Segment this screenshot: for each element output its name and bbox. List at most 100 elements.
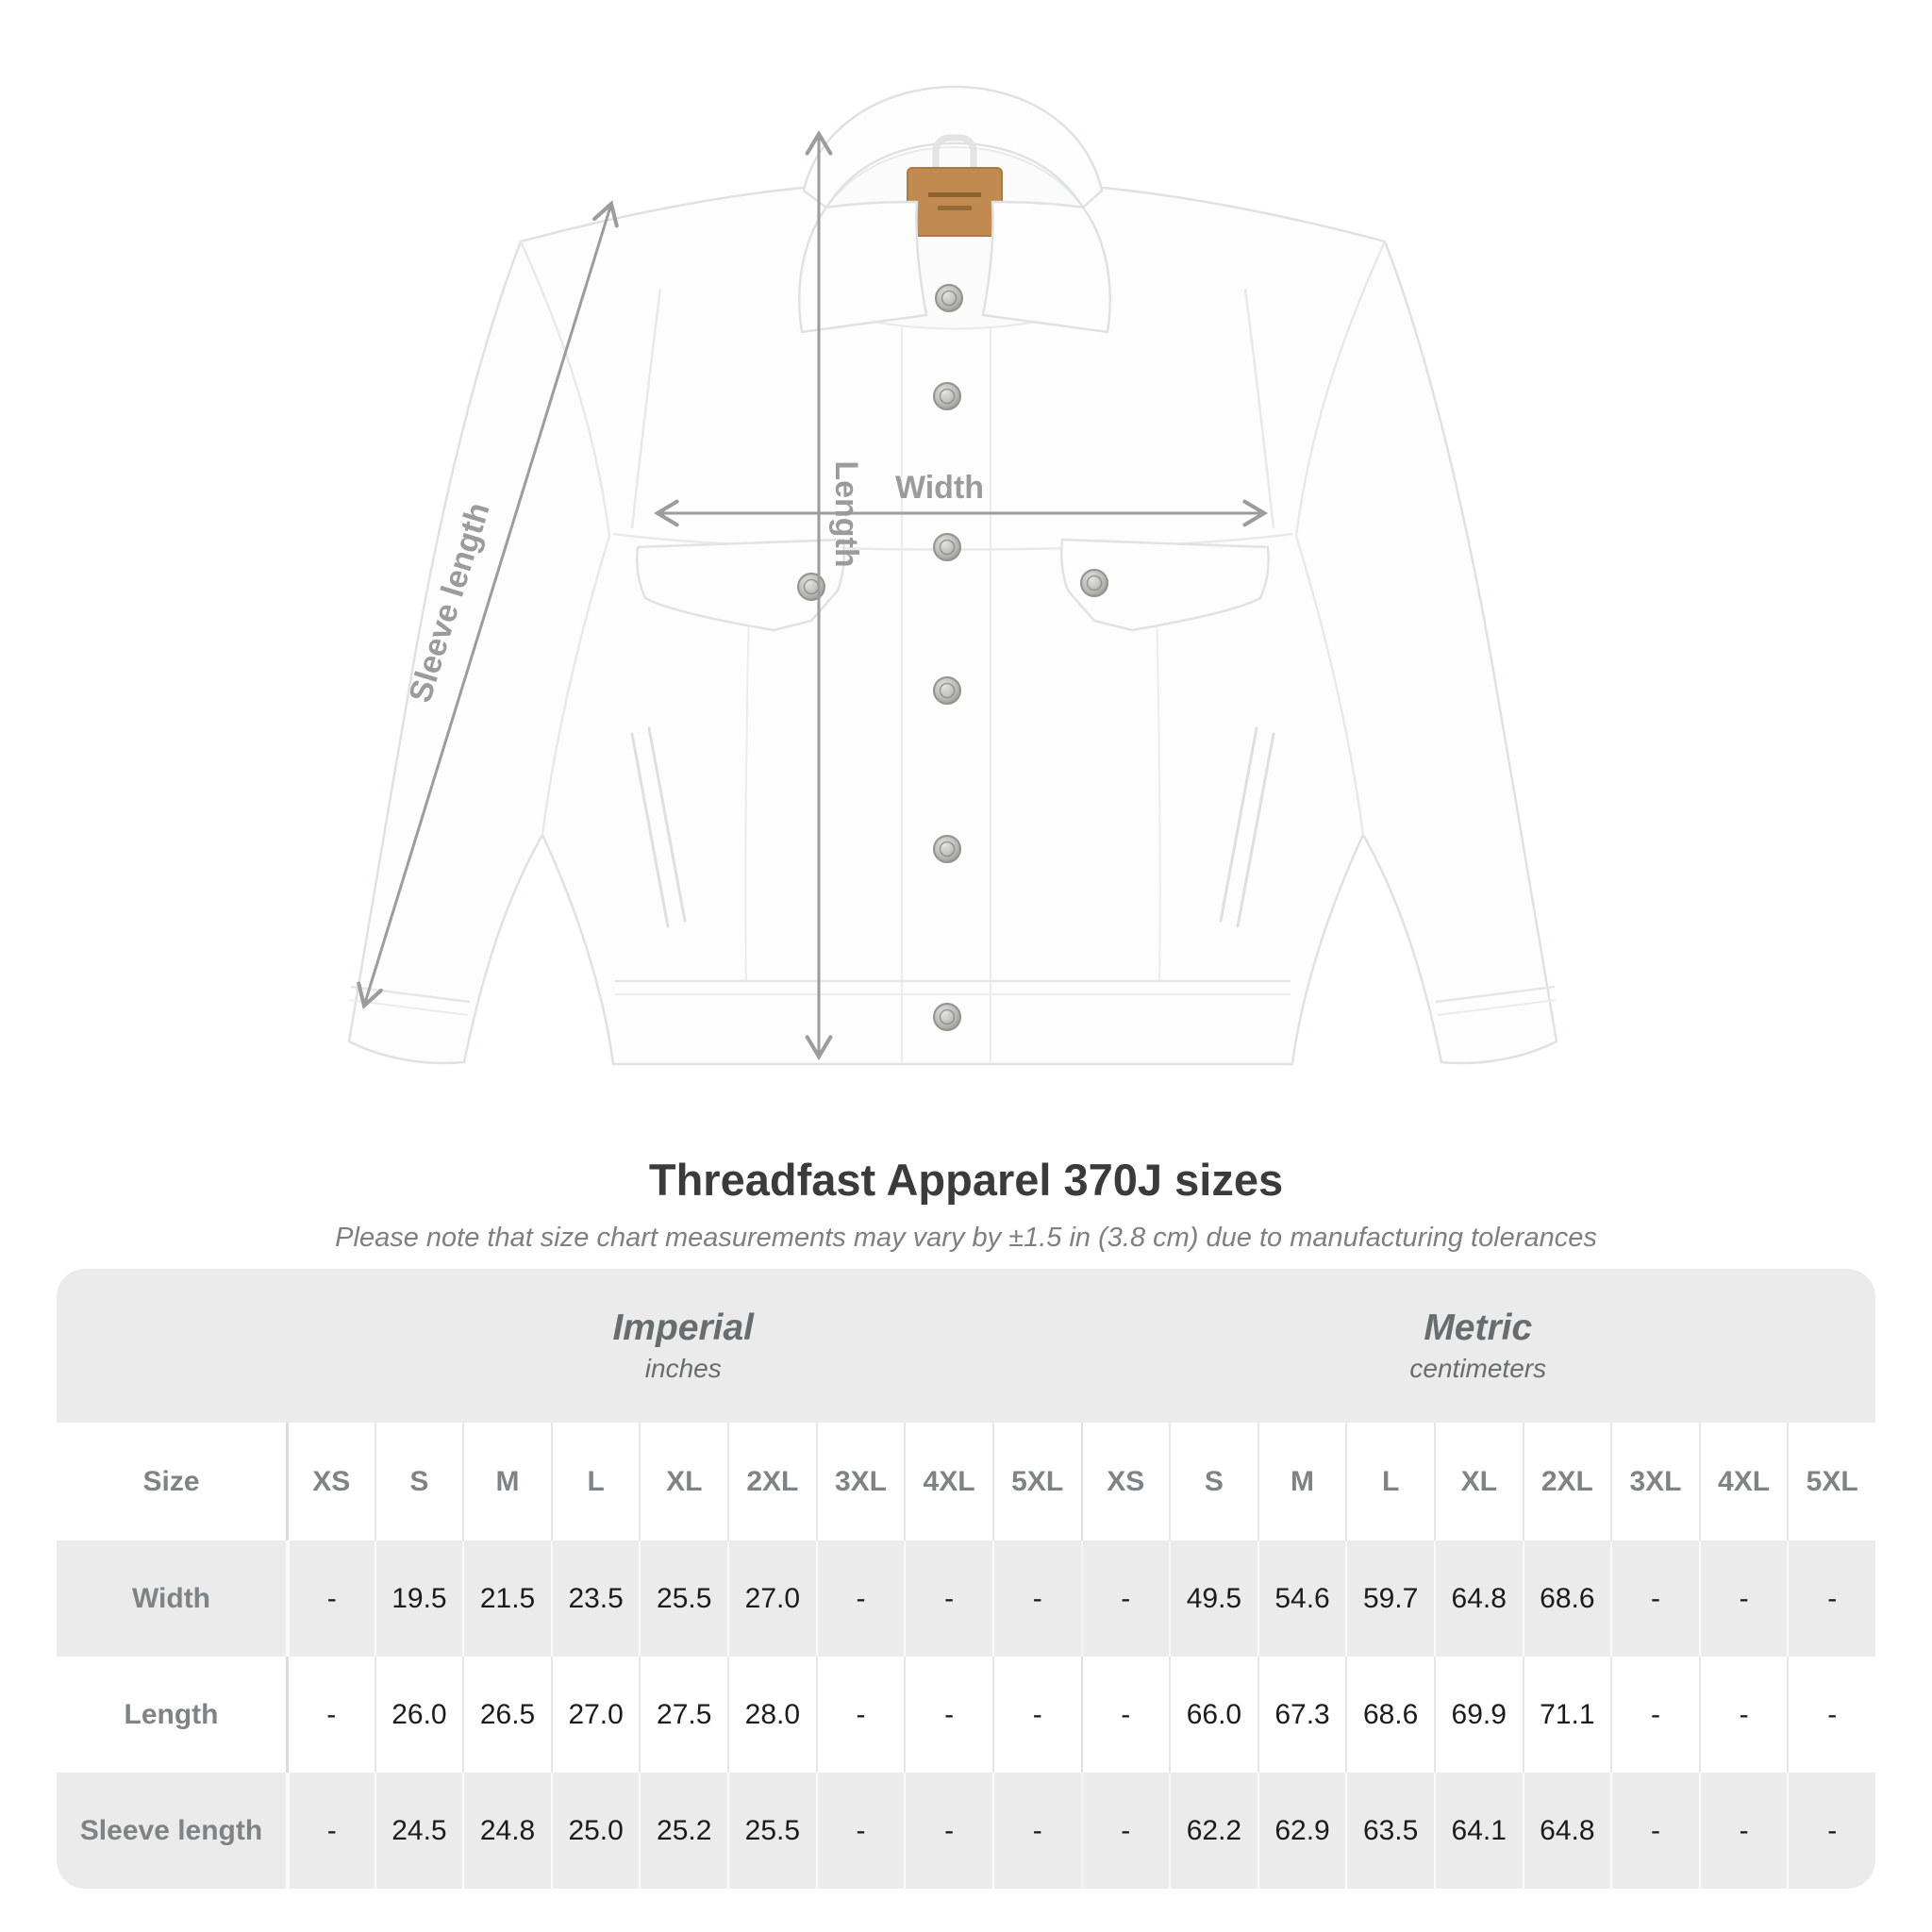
size-value-cell: 49.5 (1169, 1541, 1257, 1657)
size-value-cell: - (1698, 1657, 1788, 1773)
size-value-cell: 21.5 (462, 1541, 551, 1657)
row-label: Length (124, 1698, 219, 1730)
size-value-cell: - (1080, 1541, 1170, 1657)
size-value-cell: 25.5 (639, 1541, 727, 1657)
size-value-cell: - (904, 1657, 992, 1773)
size-table: Imperial inches Metric centimeters Size … (57, 1269, 1875, 1889)
size-value-cell: - (904, 1773, 992, 1889)
size-value-cell: 19.5 (374, 1541, 463, 1657)
table-row: Sleeve length -24.5 24.8 25.0 25.2 25.5- - - -62… (57, 1773, 1875, 1889)
size-value-cell: 71.1 (1522, 1657, 1611, 1773)
size-value-cell: 27.0 (550, 1657, 640, 1773)
size-value-cell: - (815, 1773, 905, 1889)
size-value-cell: 59.7 (1345, 1541, 1434, 1657)
care-label-text-line (938, 206, 972, 210)
size-value-cell: - (1610, 1541, 1699, 1657)
size-value-cell: - (991, 1657, 1081, 1773)
size-value-cell: - (904, 1541, 992, 1657)
size-value-cell: - (991, 1773, 1081, 1889)
unit-group-label: Metric (1424, 1307, 1533, 1348)
size-value-cell: - (1610, 1657, 1699, 1773)
size-col-header: 5XL (1787, 1423, 1875, 1541)
size-col-header: S (1169, 1423, 1257, 1541)
size-col-header: XL (639, 1423, 727, 1541)
size-value-cell: 62.2 (1169, 1773, 1257, 1889)
size-value-cell: 27.0 (727, 1541, 816, 1657)
chest-pocket-flap (636, 538, 1270, 632)
size-value-cell: 26.0 (374, 1657, 463, 1773)
table-row: Width -19.5 21.5 23.5 25.5 27.0- - - -49.5 54.6 59… (57, 1541, 1875, 1657)
size-value-cell: 25.2 (639, 1773, 727, 1889)
tolerance-note: Please note that size chart measurements… (335, 1223, 1597, 1253)
size-col-header: XS (1080, 1423, 1170, 1541)
size-col-header: 2XL (1522, 1423, 1611, 1541)
unit-group-band: Imperial inches Metric centimeters (57, 1269, 1875, 1423)
unit-group-imperial: Imperial inches (286, 1269, 1081, 1423)
row-label: Sleeve length (79, 1814, 263, 1846)
row-label: Width (131, 1582, 211, 1614)
size-col-header: 3XL (815, 1423, 905, 1541)
size-value-cell: - (1787, 1541, 1875, 1657)
size-col-header: XL (1433, 1423, 1523, 1541)
corner-header: Size (142, 1465, 200, 1497)
size-value-cell: 68.6 (1345, 1657, 1434, 1773)
size-value-cell: 64.8 (1433, 1541, 1523, 1657)
size-value-cell: 64.8 (1522, 1773, 1611, 1889)
size-value-cell: 26.5 (462, 1657, 551, 1773)
size-value-cell: 63.5 (1345, 1773, 1434, 1889)
size-value-cell: 62.9 (1257, 1773, 1346, 1889)
size-col-header: M (1257, 1423, 1346, 1541)
width-arrow-label: Width (895, 470, 984, 506)
table-rows: Width -19.5 21.5 23.5 25.5 27.0- - - -49.5 54.6 59… (57, 1541, 1875, 1889)
size-col-header: M (462, 1423, 551, 1541)
size-value-cell: 67.3 (1257, 1657, 1346, 1773)
jacket-care-label (907, 167, 1003, 237)
size-value-cell: 66.0 (1169, 1657, 1257, 1773)
size-value-cell: 68.6 (1522, 1541, 1611, 1657)
size-col-header: L (550, 1423, 640, 1541)
unit-group-metric: Metric centimeters (1081, 1269, 1876, 1423)
size-value-cell: 23.5 (550, 1541, 640, 1657)
jacket-collar (802, 85, 1104, 209)
size-col-header: 4XL (1698, 1423, 1788, 1541)
size-value-cell: 64.1 (1433, 1773, 1523, 1889)
size-value-cell: 25.5 (727, 1773, 816, 1889)
size-value-cell: - (815, 1541, 905, 1657)
size-value-cell: - (991, 1541, 1081, 1657)
size-col-header: XS (286, 1423, 375, 1541)
size-col-header: 5XL (991, 1423, 1081, 1541)
size-value-cell: - (286, 1657, 375, 1773)
unit-group-sublabel: inches (644, 1354, 722, 1383)
jacket-diagram: Length Width Sleeve length (347, 85, 1558, 1066)
size-header-row: Size XS S M L XL 2XL 3XL 4XL 5XL XS S M L XL 2XL 3XL 4XL… (57, 1423, 1875, 1541)
size-value-cell: - (1610, 1773, 1699, 1889)
size-col-header: L (1345, 1423, 1434, 1541)
size-value-cell: - (1787, 1773, 1875, 1889)
size-value-cell: 25.0 (550, 1773, 640, 1889)
size-col-header: S (374, 1423, 463, 1541)
size-value-cell: 54.6 (1257, 1541, 1346, 1657)
size-value-cell: 24.8 (462, 1773, 551, 1889)
unit-group-sublabel: centimeters (1409, 1354, 1547, 1383)
size-value-cell: - (1698, 1541, 1788, 1657)
unit-group-label: Imperial (612, 1307, 755, 1348)
size-col-header: 2XL (727, 1423, 816, 1541)
size-value-cell: 28.0 (727, 1657, 816, 1773)
welt-pocket (630, 726, 1275, 928)
unit-band-spacer (57, 1269, 286, 1423)
size-value-cell: 24.5 (374, 1773, 463, 1889)
size-value-cell: - (286, 1773, 375, 1889)
size-value-cell: - (1080, 1657, 1170, 1773)
size-value-cell: - (1698, 1773, 1788, 1889)
size-value-cell: - (1787, 1657, 1875, 1773)
size-value-cell: 27.5 (639, 1657, 727, 1773)
size-col-header: 4XL (904, 1423, 992, 1541)
size-value-cell: - (815, 1657, 905, 1773)
size-value-cell: - (1080, 1773, 1170, 1889)
size-col-header: 3XL (1610, 1423, 1699, 1541)
size-value-cell: 69.9 (1433, 1657, 1523, 1773)
size-value-cell: - (286, 1541, 375, 1657)
page-title: Threadfast Apparel 370J sizes (648, 1155, 1284, 1205)
care-label-text-line (928, 192, 981, 197)
